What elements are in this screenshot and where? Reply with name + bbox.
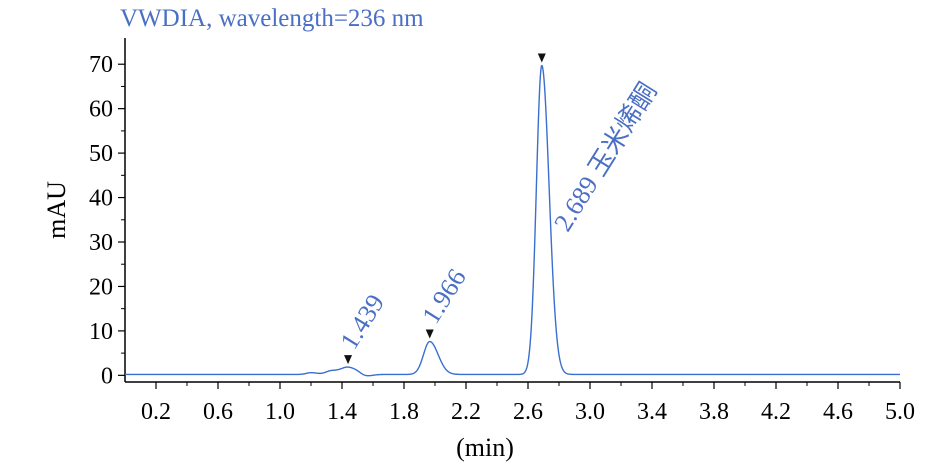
x-tick-label: 2.2: [451, 399, 481, 425]
peak-label: 1.439: [335, 289, 391, 354]
peak-marker: [344, 355, 353, 365]
y-axis-label: mAU: [42, 181, 71, 239]
x-tick-label: 0.2: [141, 399, 171, 425]
x-axis-label: (min): [456, 433, 514, 462]
x-tick-label: 2.6: [513, 399, 543, 425]
x-tick-label: 1.4: [327, 399, 357, 425]
y-tick-label: 20: [89, 274, 113, 300]
y-tick-label: 60: [89, 97, 113, 123]
y-axis-ticks: 0 10 20 30 40 50 60 70: [89, 52, 125, 389]
y-tick-label: 10: [89, 319, 113, 345]
x-tick-label: 1.8: [389, 399, 419, 425]
x-tick-label: 5.0: [885, 399, 915, 425]
y-tick-label: 40: [89, 186, 113, 212]
x-tick-label: 3.4: [637, 399, 667, 425]
x-tick-label: 4.2: [761, 399, 791, 425]
x-tick-label: 0.6: [203, 399, 233, 425]
y-tick-label: 0: [101, 363, 113, 389]
y-tick-label: 30: [89, 230, 113, 256]
peak-markers: [344, 53, 546, 365]
peak-marker: [537, 53, 546, 63]
y-tick-label: 50: [89, 141, 113, 167]
x-tick-label: 4.6: [823, 399, 853, 425]
axes: [124, 38, 900, 383]
x-tick-label: 3.8: [699, 399, 729, 425]
x-tick-label: 1.0: [265, 399, 295, 425]
x-tick-label: 3.0: [575, 399, 605, 425]
y-tick-label: 70: [89, 52, 113, 78]
chart-title: VWDIA, wavelength=236 nm: [120, 5, 424, 32]
peak-labels: 1.439 1.966 2.689 玉米烯酮: [335, 78, 663, 355]
peak-label: 1.966: [416, 264, 472, 329]
peak-marker: [425, 329, 434, 339]
x-axis-ticks: 0.2 0.6 1.0 1.4 1.8 2.2 2.6 3.0 3.4 3.8 4.2 4.6 5.0: [141, 382, 915, 425]
peak-label: 2.689 玉米烯酮: [548, 78, 662, 237]
chromatogram-trace: [125, 64, 900, 377]
